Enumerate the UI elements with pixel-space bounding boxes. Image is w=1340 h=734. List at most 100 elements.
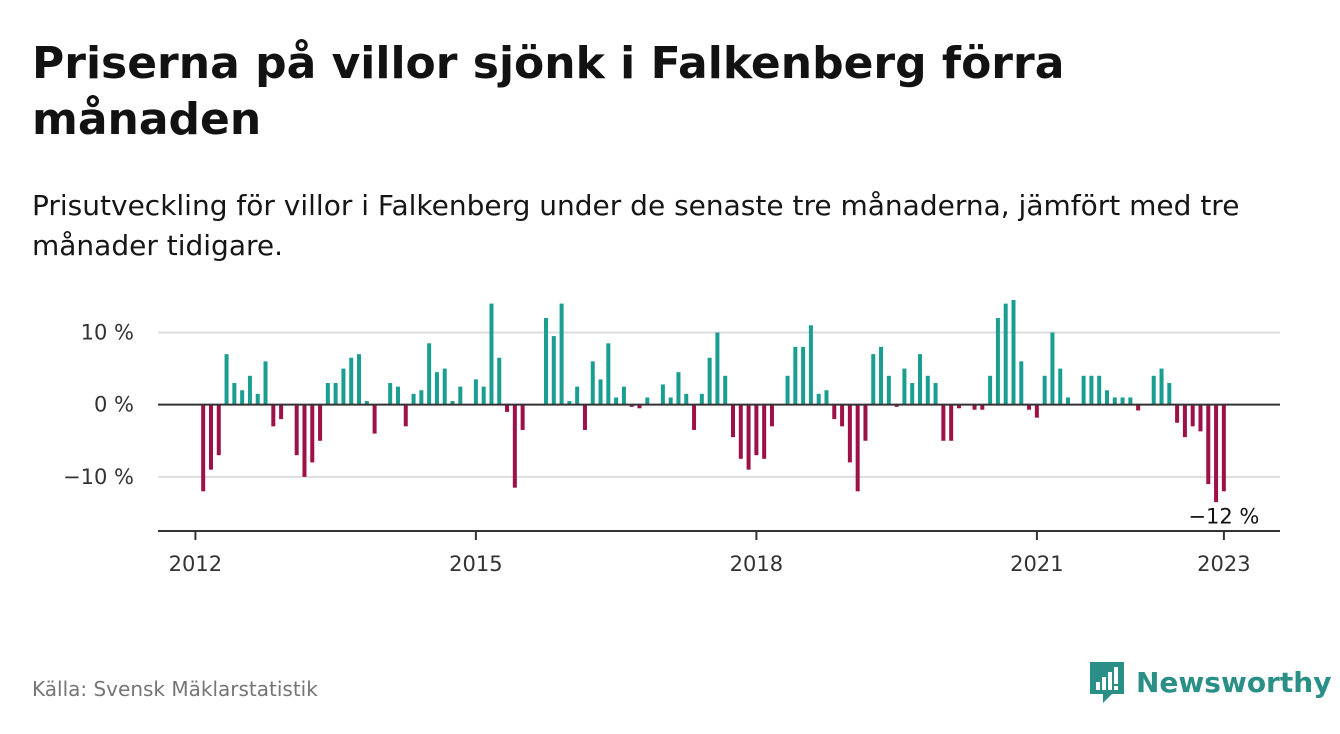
bar bbox=[793, 346, 798, 405]
bar bbox=[497, 357, 502, 405]
y-tick-label: 10 % bbox=[81, 320, 134, 344]
bar bbox=[575, 386, 580, 405]
x-tick-label: 2023 bbox=[1197, 552, 1250, 576]
bar bbox=[1136, 404, 1141, 411]
bar bbox=[902, 368, 907, 405]
bar bbox=[582, 404, 587, 430]
bar bbox=[216, 404, 221, 456]
bar bbox=[1034, 404, 1039, 418]
bar bbox=[372, 404, 377, 434]
bar bbox=[692, 404, 697, 430]
bar bbox=[388, 383, 393, 405]
bar bbox=[1198, 404, 1203, 432]
bar bbox=[1120, 397, 1125, 405]
bar bbox=[481, 386, 486, 405]
bar bbox=[505, 404, 510, 412]
bar bbox=[567, 401, 572, 405]
bar bbox=[450, 401, 455, 405]
bar bbox=[318, 404, 323, 441]
bar bbox=[232, 383, 237, 405]
bar bbox=[606, 343, 611, 405]
bar bbox=[1206, 404, 1211, 485]
bar bbox=[762, 404, 767, 459]
bar bbox=[1050, 332, 1055, 405]
bar bbox=[855, 404, 860, 492]
bar bbox=[1151, 375, 1156, 405]
bar bbox=[434, 372, 439, 405]
bar bbox=[598, 379, 603, 405]
bar bbox=[629, 404, 634, 407]
brand-name: Newsworthy bbox=[1136, 665, 1332, 699]
bar bbox=[754, 404, 759, 456]
bar bbox=[473, 379, 478, 405]
bar bbox=[738, 404, 743, 459]
bar bbox=[1027, 404, 1032, 410]
y-tick-label: 0 % bbox=[94, 393, 134, 417]
bar bbox=[699, 393, 704, 405]
bar bbox=[271, 404, 276, 427]
bar bbox=[1058, 368, 1063, 405]
bar bbox=[395, 386, 400, 405]
bar bbox=[294, 404, 299, 456]
brand[interactable]: Newsworthy bbox=[1088, 660, 1331, 704]
bar bbox=[1097, 375, 1102, 405]
bar bbox=[933, 383, 938, 405]
bar bbox=[980, 404, 985, 410]
bar bbox=[1190, 404, 1195, 427]
bar bbox=[520, 404, 525, 430]
bar bbox=[1112, 397, 1117, 405]
bar bbox=[442, 368, 447, 405]
bar bbox=[871, 354, 876, 405]
bar bbox=[1089, 375, 1094, 405]
bar bbox=[224, 354, 229, 405]
bar bbox=[544, 318, 549, 405]
bar bbox=[1011, 300, 1016, 405]
bar bbox=[621, 386, 626, 405]
bar bbox=[956, 404, 961, 409]
bar bbox=[263, 361, 268, 405]
bar bbox=[1128, 397, 1133, 405]
bar bbox=[512, 404, 517, 488]
bar bbox=[684, 393, 689, 405]
bar bbox=[832, 404, 837, 420]
bar bbox=[1159, 368, 1164, 405]
bar bbox=[240, 390, 245, 405]
chart-title: Priserna på villor sjönk i Falkenberg fö… bbox=[32, 38, 1065, 145]
bar bbox=[816, 393, 821, 405]
x-tick-label: 2018 bbox=[730, 552, 783, 576]
bar bbox=[731, 404, 736, 438]
bars bbox=[201, 300, 1226, 503]
bar bbox=[769, 404, 774, 427]
bar bbox=[1182, 404, 1187, 438]
bar bbox=[302, 404, 307, 477]
bar bbox=[715, 332, 720, 405]
bar bbox=[349, 357, 354, 405]
bar bbox=[364, 401, 369, 405]
bar bbox=[559, 303, 564, 405]
bar bbox=[427, 343, 432, 405]
bar bbox=[341, 368, 346, 405]
chart-subtitle: Prisutveckling för villor i Falkenberg u… bbox=[32, 189, 1240, 262]
bar bbox=[247, 375, 252, 405]
bar bbox=[419, 390, 424, 405]
bar bbox=[551, 336, 556, 405]
bar bbox=[941, 404, 946, 441]
bar bbox=[489, 303, 494, 405]
bar bbox=[333, 383, 338, 405]
bar bbox=[590, 361, 595, 405]
bar bbox=[1042, 375, 1047, 405]
bar bbox=[988, 375, 993, 405]
bar bbox=[411, 393, 416, 405]
bar bbox=[707, 357, 712, 405]
bar bbox=[645, 397, 650, 405]
newsworthy-logo-icon bbox=[1090, 662, 1124, 703]
bar bbox=[824, 390, 829, 405]
x-tick-label: 2012 bbox=[169, 552, 222, 576]
source-note: Källa: Svensk Mäklarstatistik bbox=[32, 677, 318, 701]
bar bbox=[917, 354, 922, 405]
bar bbox=[1221, 404, 1226, 492]
bar bbox=[279, 404, 284, 420]
x-tick-label: 2021 bbox=[1010, 552, 1063, 576]
bar bbox=[840, 404, 845, 427]
bar-chart: 10 % 0 % −10 % 2012 2015 2018 2021 2023 −12 % bbox=[63, 300, 1280, 576]
